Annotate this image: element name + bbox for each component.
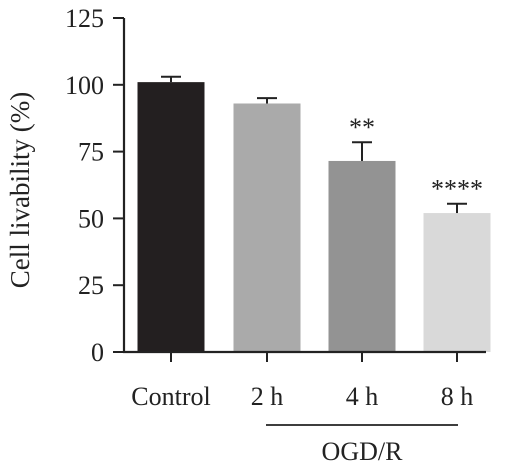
y-ticks: 0 25 50 75 100 125	[65, 4, 124, 367]
y-tick-label: 50	[78, 204, 104, 233]
axes	[122, 18, 486, 354]
x-tick-label: 2 h	[251, 382, 284, 411]
x-tick-label: 4 h	[346, 382, 379, 411]
y-tick-label: 75	[78, 138, 104, 167]
x-tick-label: 8 h	[441, 382, 474, 411]
y-tick-label: 100	[65, 71, 104, 100]
y-tick-label: 125	[65, 4, 104, 33]
group-bracket: OGD/R	[266, 424, 458, 466]
significance-label: **	[349, 113, 375, 142]
y-tick-label: 25	[78, 271, 104, 300]
group-label: OGD/R	[322, 437, 404, 466]
bar-4	[423, 213, 491, 352]
bar-3	[328, 160, 396, 352]
bar-2	[233, 103, 301, 352]
bar-1	[137, 82, 205, 353]
y-tick-label: 0	[91, 338, 104, 367]
x-tick-label: Control	[131, 382, 210, 411]
significance-label: ****	[431, 175, 483, 204]
y-axis-title: Cell livability (%)	[5, 92, 35, 288]
x-tick-labels: Control 2 h 4 h 8 h	[131, 382, 473, 411]
bars-layer: ******	[137, 75, 491, 362]
